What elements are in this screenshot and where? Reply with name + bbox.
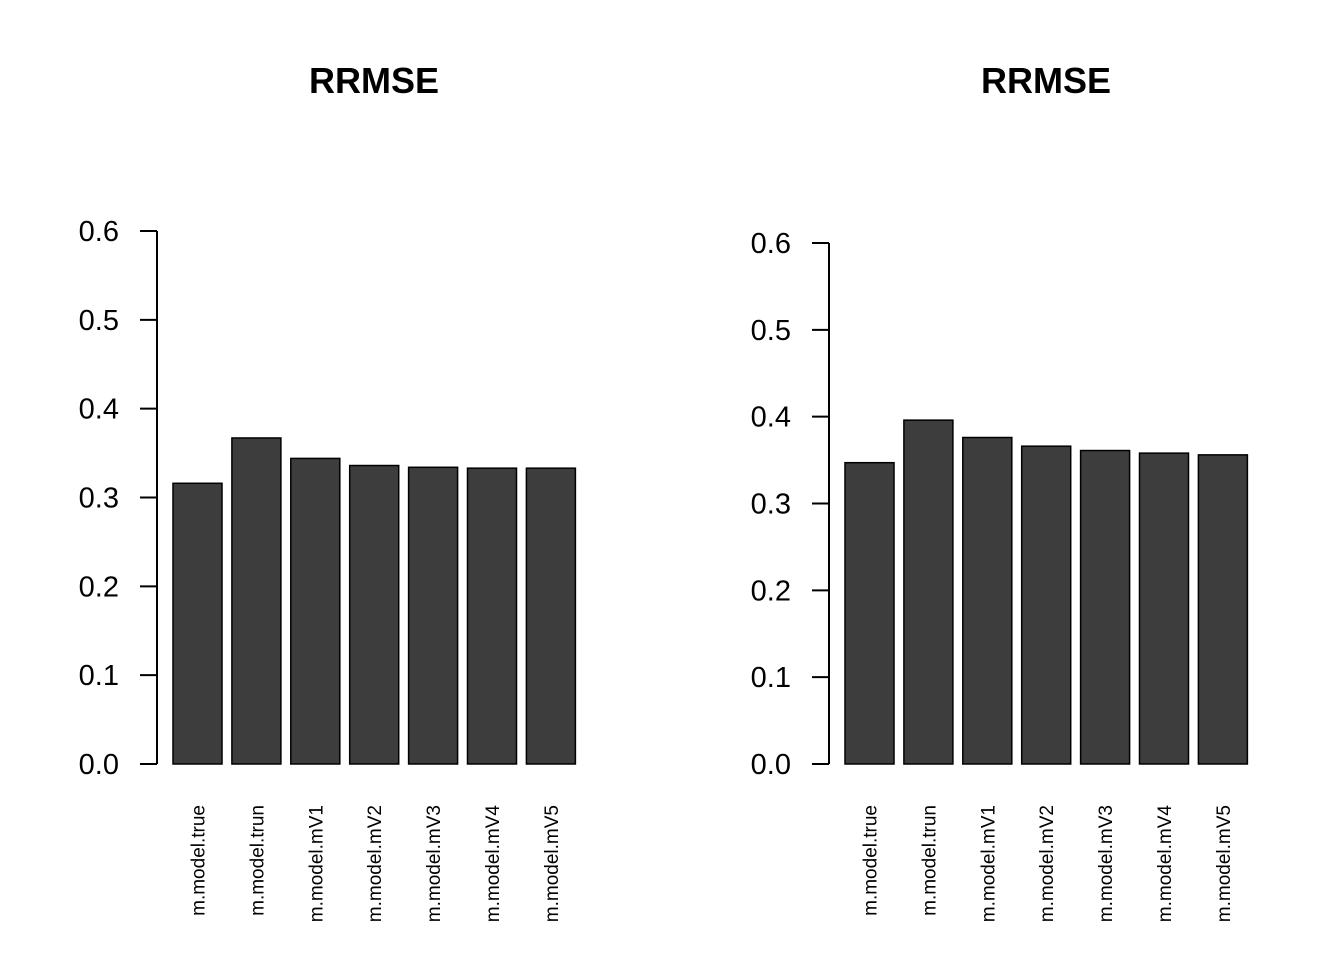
bar — [1138, 452, 1190, 765]
y-tick-label: 0.1 — [79, 660, 119, 692]
y-tick-label: 0.1 — [751, 662, 791, 694]
category-label: m.model.true — [861, 805, 882, 916]
y-tick-label: 0.6 — [79, 216, 119, 248]
y-tick-label: 0.2 — [79, 571, 119, 603]
y-tick-label: 0.5 — [751, 315, 791, 347]
category-label: m.model.mV2 — [1037, 805, 1058, 922]
category-label: m.model.mV3 — [424, 805, 445, 922]
bar — [231, 437, 282, 765]
y-tick-label: 0.4 — [751, 402, 791, 434]
category-label: m.model.trun — [919, 805, 940, 916]
y-tick-label: 0.0 — [751, 749, 791, 781]
bar — [525, 467, 577, 765]
category-label: m.model.mV5 — [542, 805, 563, 922]
category-label: m.model.mV4 — [483, 805, 504, 923]
bar — [348, 464, 400, 765]
bar — [844, 461, 895, 765]
left-bar-chart: RRMSE 0.0 0.1 0.2 0.3 0.4 0.5 0.6 m.model.true m… — [79, 60, 577, 923]
y-tick-label: 0.0 — [79, 749, 119, 781]
category-label: m.model.mV3 — [1096, 805, 1117, 922]
y-tick-label: 0.3 — [751, 489, 791, 521]
right-bar-chart: RRMSE 0.0 0.1 0.2 0.3 0.4 0.5 0.6 m.model.true m… — [751, 60, 1249, 923]
y-tick-label: 0.2 — [751, 575, 791, 607]
chart-title: RRMSE — [309, 60, 439, 101]
category-label: m.model.mV1 — [978, 805, 999, 922]
bar — [1079, 449, 1131, 765]
bar — [466, 467, 518, 765]
category-label: m.model.mV4 — [1155, 805, 1176, 923]
y-tick-label: 0.3 — [79, 483, 119, 515]
bar — [172, 482, 223, 765]
bar — [1020, 445, 1072, 765]
category-label: m.model.mV2 — [365, 805, 386, 922]
bar — [290, 457, 341, 765]
y-tick-label: 0.6 — [751, 228, 791, 260]
category-label: m.model.true — [189, 805, 210, 916]
bar — [1197, 454, 1249, 765]
bar — [903, 419, 954, 765]
category-label: m.model.trun — [247, 805, 268, 916]
category-label: m.model.mV5 — [1214, 805, 1235, 922]
bar — [407, 466, 459, 765]
chart-title: RRMSE — [981, 60, 1111, 101]
y-tick-label: 0.5 — [79, 305, 119, 337]
bar — [962, 436, 1013, 765]
y-tick-label: 0.4 — [79, 394, 119, 426]
category-label: m.model.mV1 — [306, 805, 327, 922]
